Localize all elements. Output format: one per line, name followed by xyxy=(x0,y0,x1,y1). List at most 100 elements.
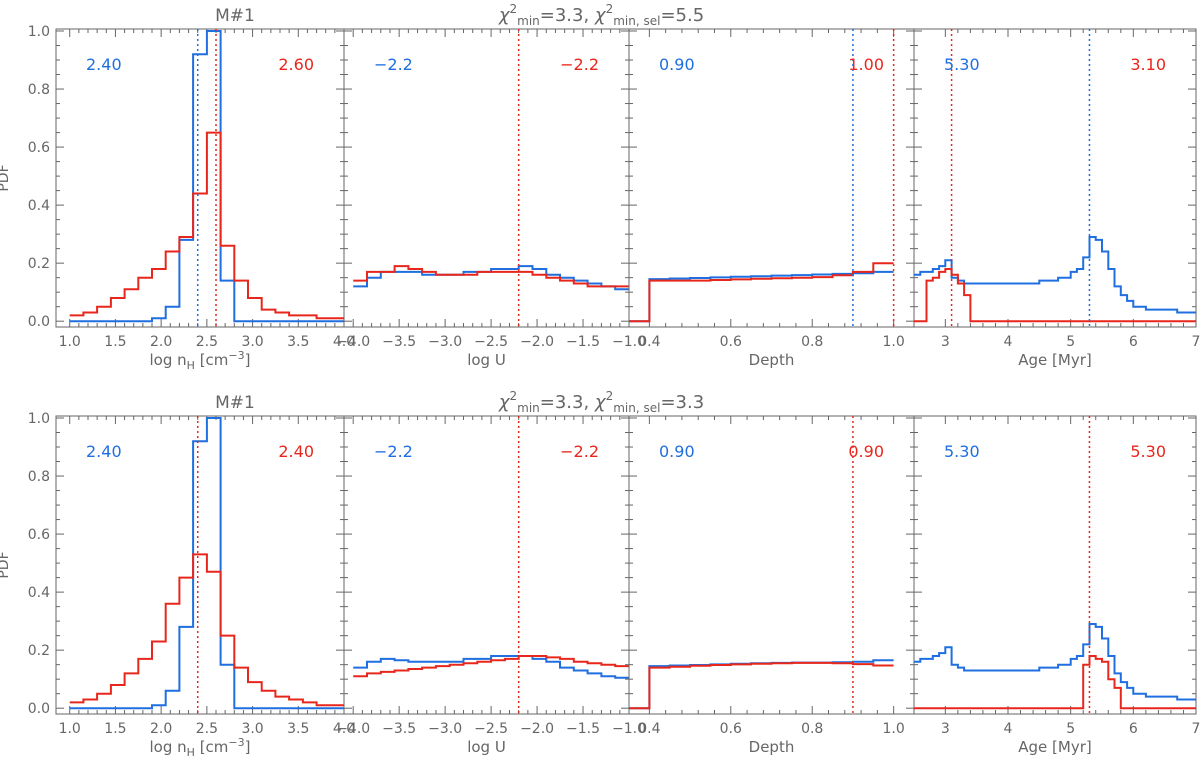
x-tick-label: 7 xyxy=(1192,334,1200,350)
x-tick-label: 1.0 xyxy=(883,721,905,737)
x-tick-label: 0.6 xyxy=(720,334,742,350)
x-tick-label: 4 xyxy=(1004,721,1013,737)
y-tick-label: 0.4 xyxy=(28,585,50,601)
y-tick-label: 0.8 xyxy=(28,82,50,98)
blue-value-label: 5.30 xyxy=(944,55,980,74)
x-tick-label: −3.5 xyxy=(382,334,416,350)
red-value-label: −2.2 xyxy=(560,55,599,74)
chi-squared-title: χ2min=3.3, χ2min, sel=3.3 xyxy=(498,389,704,415)
blue-value-label: 0.90 xyxy=(659,55,695,74)
x-tick-label: 1.5 xyxy=(104,721,126,737)
x-axis-label: Age [Myr] xyxy=(1018,351,1091,369)
model-title: M#1 xyxy=(215,6,255,26)
x-tick-label: 1.0 xyxy=(883,334,905,350)
red-value-label: 2.60 xyxy=(278,55,314,74)
x-tick-label: 5 xyxy=(1066,721,1075,737)
x-tick-label: 0.8 xyxy=(801,334,823,350)
red-histogram xyxy=(353,265,629,288)
blue-value-label: −2.2 xyxy=(374,442,413,461)
blue-value-label: −2.2 xyxy=(374,55,413,74)
y-tick-label: 0.2 xyxy=(28,256,50,272)
x-tick-label: 3.0 xyxy=(241,334,263,350)
x-tick-label: 2.0 xyxy=(150,721,172,737)
x-tick-label: −1.5 xyxy=(566,721,600,737)
y-tick-label: 1.0 xyxy=(28,24,50,40)
blue-histogram xyxy=(914,236,1196,314)
x-tick-label: 4 xyxy=(1004,334,1013,350)
y-axis-label: PDF xyxy=(0,551,12,578)
y-tick-label: 1.0 xyxy=(28,411,50,427)
panel-frame xyxy=(913,28,1197,328)
red-histogram xyxy=(914,268,1196,323)
x-tick-label: −2.0 xyxy=(520,334,554,350)
blue-histogram xyxy=(353,265,629,291)
x-tick-label: −2.5 xyxy=(474,334,508,350)
x-tick-label: 5 xyxy=(1066,334,1075,350)
panel-frame xyxy=(913,415,1197,715)
x-axis-label: log U xyxy=(467,351,506,369)
red-value-label: 3.10 xyxy=(1130,55,1166,74)
x-tick-label: 4.0 xyxy=(333,721,355,737)
red-value-label: 5.30 xyxy=(1130,442,1166,461)
blue-value-label: 2.40 xyxy=(86,442,122,461)
y-tick-label: 0.6 xyxy=(28,527,50,543)
blue-histogram xyxy=(353,655,629,679)
red-histogram xyxy=(629,262,894,323)
x-tick-label: 0.4 xyxy=(638,721,660,737)
blue-histogram xyxy=(69,417,344,710)
blue-value-label: 5.30 xyxy=(944,442,980,461)
red-histogram xyxy=(353,655,629,678)
x-tick-label: 2.5 xyxy=(196,721,218,737)
y-axis-label: PDF xyxy=(0,164,12,191)
x-axis-label: Depth xyxy=(749,351,795,369)
x-tick-label: −3.5 xyxy=(382,721,416,737)
x-tick-label: 0.4 xyxy=(638,334,660,350)
x-tick-label: 0.8 xyxy=(801,721,823,737)
x-axis-label: log nH [cm−3] xyxy=(150,349,251,372)
x-tick-label: −2.0 xyxy=(520,721,554,737)
blue-histogram xyxy=(69,30,344,323)
x-tick-label: −1.0 xyxy=(612,334,646,350)
x-tick-label: 7 xyxy=(1192,721,1200,737)
red-value-label: 2.40 xyxy=(278,442,314,461)
x-tick-label: 0.6 xyxy=(720,721,742,737)
x-tick-label: 3.5 xyxy=(287,721,309,737)
x-tick-label: 3 xyxy=(941,334,950,350)
x-axis-label: Depth xyxy=(749,738,795,756)
blue-histogram xyxy=(914,623,1196,701)
red-histogram xyxy=(69,553,344,707)
red-histogram xyxy=(914,655,1196,710)
x-tick-label: 1.0 xyxy=(59,334,81,350)
x-axis-label: Age [Myr] xyxy=(1018,738,1091,756)
blue-value-label: 0.90 xyxy=(659,442,695,461)
x-tick-label: −3.0 xyxy=(428,334,462,350)
x-tick-label: −1.5 xyxy=(566,334,600,350)
y-tick-label: 0.8 xyxy=(28,469,50,485)
chi-squared-title: χ2min=3.3, χ2min, sel=5.5 xyxy=(498,2,704,28)
x-tick-label: 2.0 xyxy=(150,334,172,350)
y-tick-label: 0.4 xyxy=(28,198,50,214)
x-tick-label: −1.0 xyxy=(612,721,646,737)
x-tick-label: 3.5 xyxy=(287,334,309,350)
blue-value-label: 2.40 xyxy=(86,55,122,74)
x-tick-label: −4.0 xyxy=(336,721,370,737)
red-histogram xyxy=(69,131,344,320)
model-title: M#1 xyxy=(215,393,255,413)
y-tick-label: 0.6 xyxy=(28,140,50,156)
x-tick-label: 1.5 xyxy=(104,334,126,350)
x-tick-label: −2.5 xyxy=(474,721,508,737)
y-tick-label: 0.2 xyxy=(28,643,50,659)
y-tick-label: 0.0 xyxy=(28,314,50,330)
x-tick-label: 1.0 xyxy=(59,721,81,737)
red-value-label: 1.00 xyxy=(848,55,884,74)
red-histogram xyxy=(629,661,894,710)
x-tick-label: 6 xyxy=(1129,721,1138,737)
x-tick-label: 3 xyxy=(941,721,950,737)
red-value-label: 0.90 xyxy=(848,442,884,461)
x-axis-label: log nH [cm−3] xyxy=(150,736,251,759)
x-axis-label: log U xyxy=(467,738,506,756)
y-tick-label: 0.0 xyxy=(28,701,50,717)
x-tick-label: −3.0 xyxy=(428,721,462,737)
x-tick-label: 6 xyxy=(1129,334,1138,350)
